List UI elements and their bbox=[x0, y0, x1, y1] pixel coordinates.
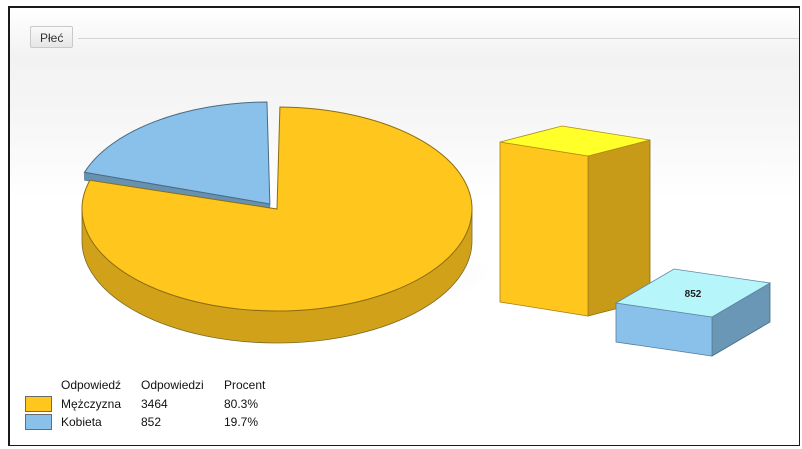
pie-slice-men bbox=[81, 106, 473, 312]
pie-chart bbox=[81, 101, 492, 344]
legend-header-answer: Odpowiedź bbox=[61, 378, 122, 392]
legend-swatch-men bbox=[25, 396, 52, 412]
bar-women-top bbox=[614, 268, 772, 318]
bar-men-top bbox=[499, 125, 651, 157]
legend-count: 3464 bbox=[141, 397, 168, 411]
bar-chart-3d: 852 bbox=[499, 125, 772, 357]
legend-label: Mężczyzna bbox=[61, 397, 122, 411]
legend-percent: 80.3% bbox=[224, 397, 259, 411]
bar-women-data-label: 852 bbox=[685, 289, 702, 300]
chart-canvas: 852 bbox=[81, 101, 772, 357]
pie-slice-women bbox=[83, 101, 271, 205]
legend-percent: 19.7% bbox=[224, 415, 259, 429]
legend-swatch-women bbox=[25, 414, 52, 430]
legend-label: Kobieta bbox=[61, 415, 102, 429]
chart-panel: Płeć 852 Odpowiedź Odpowiedzi Procent Mę… bbox=[8, 6, 800, 446]
section-tab-title[interactable]: Płeć bbox=[30, 26, 74, 48]
legend-count: 852 bbox=[141, 415, 162, 429]
section-divider bbox=[78, 38, 799, 39]
legend-header-count: Odpowiedzi bbox=[141, 378, 204, 392]
bar-men-front bbox=[499, 141, 589, 317]
legend-header-percent: Procent bbox=[224, 378, 266, 392]
